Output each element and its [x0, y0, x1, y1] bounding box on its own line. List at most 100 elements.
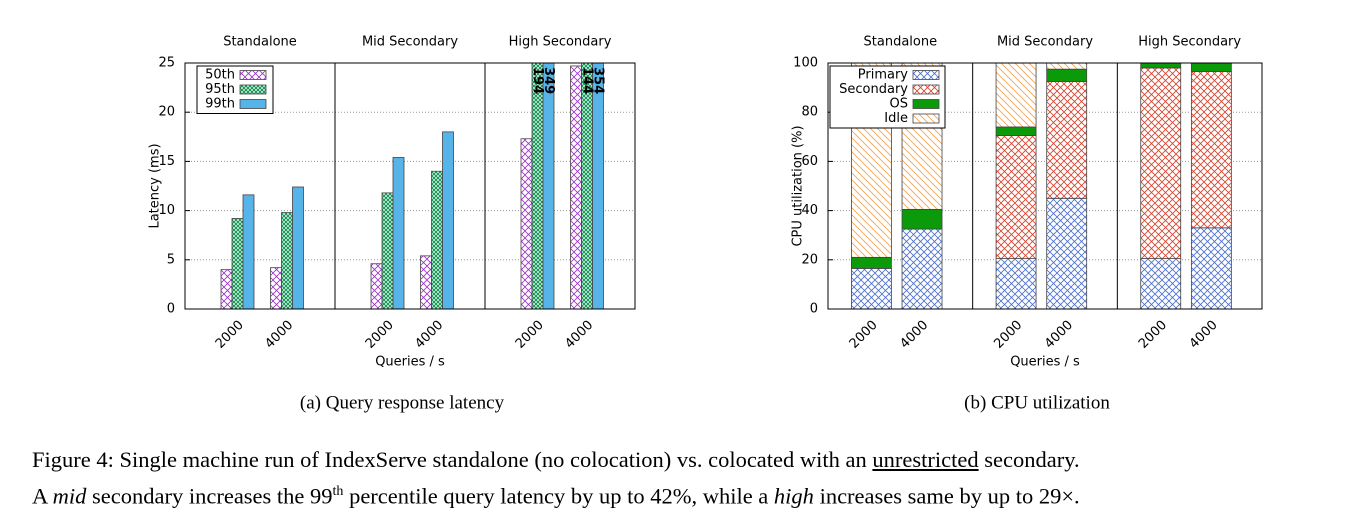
caption-text: percentile query latency by up to 42%, w… [343, 483, 774, 509]
caption-text: mid [52, 483, 87, 509]
x-tick-label: 4000 [1042, 318, 1076, 352]
bar-segment [1190, 227, 1232, 309]
caption-text: Figure 4: Single machine run of IndexSer… [32, 447, 873, 472]
y-tick-label: 20 [801, 252, 818, 267]
x-tick-label: 4000 [1187, 318, 1221, 352]
bar-segment [1046, 68, 1088, 82]
plot-frame [184, 62, 636, 310]
x-axis-label: Queries / s [375, 355, 445, 370]
bar [542, 63, 555, 309]
legend-swatch [912, 70, 940, 80]
bar [381, 192, 394, 309]
plot-frame [827, 62, 1263, 310]
legend-swatch [912, 113, 940, 124]
legend-label: Primary [858, 68, 909, 83]
x-tick-label: 4000 [412, 318, 446, 352]
y-tick-label: 25 [158, 56, 175, 71]
bar [292, 186, 304, 309]
bar [220, 269, 233, 309]
bar-segment [1046, 197, 1088, 309]
legend-swatch [239, 84, 267, 95]
legend-swatch [912, 84, 940, 95]
x-tick-label: 2000 [991, 318, 1025, 352]
cap: (b) CPU utilization [964, 392, 1110, 413]
bar [570, 65, 582, 309]
panel-title: Standalone [864, 35, 938, 50]
y-tick-label: 0 [810, 302, 818, 317]
data-label: 349 [541, 67, 556, 94]
x-tick-label: 2000 [1136, 318, 1170, 352]
x-tick-label: 4000 [262, 318, 296, 352]
data-label: 194 [530, 67, 545, 94]
bar [392, 157, 405, 309]
bar [370, 263, 383, 309]
bar-segment [851, 268, 892, 309]
bar [242, 194, 255, 309]
bar [270, 267, 282, 309]
bar-segment [1140, 258, 1182, 309]
x-tick-label: 2000 [513, 318, 547, 352]
bar [281, 212, 293, 309]
bar [420, 255, 432, 309]
y-axis-label: Latency (ms) [148, 143, 163, 228]
bar-segment [995, 258, 1037, 309]
caption-text: secondary. [978, 447, 1080, 472]
bar [531, 63, 544, 309]
cap: (a) Query response latency [300, 392, 505, 413]
x-tick-label: 4000 [897, 318, 931, 352]
y-tick-label: 40 [801, 203, 818, 218]
bar-segment [901, 208, 943, 230]
x-tick-label: 2000 [213, 318, 247, 352]
bar [581, 63, 593, 309]
legend-label: Idle [884, 111, 908, 126]
bar-segment [851, 256, 892, 269]
legend-label: OS [890, 97, 908, 112]
bar-segment [995, 63, 1037, 128]
bar [231, 218, 244, 309]
y-tick-label: 10 [158, 203, 175, 218]
caption-text: secondary increases the 99 [86, 483, 333, 509]
legend-swatch [239, 99, 267, 109]
y-tick-label: 5 [167, 252, 175, 267]
legend-label: 95th [205, 82, 235, 97]
x-tick-label: 2000 [363, 318, 397, 352]
bars [851, 63, 1232, 309]
caption-text: th [332, 484, 344, 499]
x-tick-label: 4000 [562, 318, 596, 352]
x-tick-label: 2000 [847, 318, 881, 352]
bar-segment [1140, 67, 1182, 259]
bar-segment [1190, 63, 1232, 73]
bar [520, 138, 533, 309]
y-tick-label: 100 [793, 56, 818, 71]
legend-label: Secondary [839, 82, 908, 97]
bars [220, 63, 604, 309]
bar-segment [1046, 81, 1088, 199]
y-tick-label: 80 [801, 105, 818, 120]
panel-title: High Secondary [509, 35, 612, 50]
legend-label: 99th [205, 97, 235, 112]
bar-segment [1190, 71, 1232, 229]
legend-swatch [239, 70, 267, 80]
y-axis-label: CPU utilization (%) [791, 125, 806, 246]
x-axis-label: Queries / s [1010, 355, 1080, 370]
legend-swatch [912, 99, 940, 109]
panel-title: High Secondary [1138, 35, 1241, 50]
bar-segment [901, 228, 943, 309]
bar [431, 170, 443, 309]
figure-caption: Figure 4: Single machine run of IndexSer… [32, 444, 1362, 513]
data-label: 354 [591, 67, 606, 94]
figure: 0 5 10 15 20 25 Latency (ms) Queries / s (a) Que… [148, 35, 1263, 413]
panel-title: Standalone [223, 35, 297, 50]
caption-text: A [32, 483, 53, 509]
caption-text: high [773, 483, 814, 509]
bar [592, 63, 604, 309]
y-tick-label: 0 [167, 302, 175, 317]
y-tick-label: 15 [158, 154, 175, 169]
bar-segment [995, 135, 1037, 259]
data-label: 144 [580, 67, 595, 94]
legend-label: 50th [205, 68, 235, 83]
caption-text: increases same by up to 29×. [813, 483, 1080, 509]
bar-segment [1140, 63, 1182, 69]
panel-title: Mid Secondary [997, 35, 1093, 50]
